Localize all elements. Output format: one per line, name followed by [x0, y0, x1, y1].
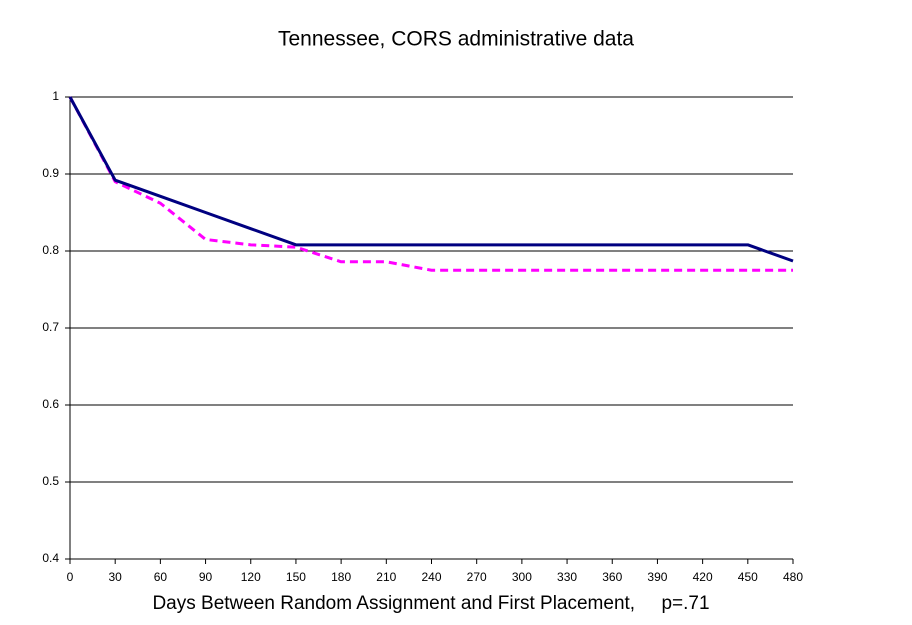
x-tick-label: 300	[512, 570, 532, 584]
y-tick-label: 1	[52, 89, 59, 103]
y-tick-label: 0.8	[42, 243, 59, 257]
x-tick-label: 90	[199, 570, 213, 584]
x-tick-label: 330	[557, 570, 577, 584]
x-tick-label: 450	[738, 570, 758, 584]
x-tick-label: 0	[67, 570, 74, 584]
series-line	[68, 96, 794, 263]
chart-title: Tennessee, CORS administrative data	[278, 28, 634, 51]
x-tick-label: 390	[647, 570, 667, 584]
y-tick-label: 0.4	[42, 551, 59, 565]
y-tick-label: 0.9	[42, 166, 59, 180]
y-tick-label: 0.6	[42, 397, 59, 411]
x-tick-label: 150	[286, 570, 306, 584]
x-tick-label: 360	[602, 570, 622, 584]
x-tick-label: 180	[331, 570, 351, 584]
x-tick-label: 30	[109, 570, 123, 584]
x-tick-label: 120	[241, 570, 261, 584]
x-tick-label: 270	[467, 570, 487, 584]
series-line	[68, 96, 793, 272]
x-tick-label: 240	[421, 570, 441, 584]
x-tick-label: 420	[693, 570, 713, 584]
x-tick-label: 60	[154, 570, 168, 584]
x-axis-label: Days Between Random Assignment and First…	[152, 593, 709, 614]
x-tick-label: 480	[783, 570, 803, 584]
x-tick-label: 210	[376, 570, 396, 584]
y-tick-label: 0.7	[42, 320, 59, 334]
y-tick-label: 0.5	[42, 474, 59, 488]
